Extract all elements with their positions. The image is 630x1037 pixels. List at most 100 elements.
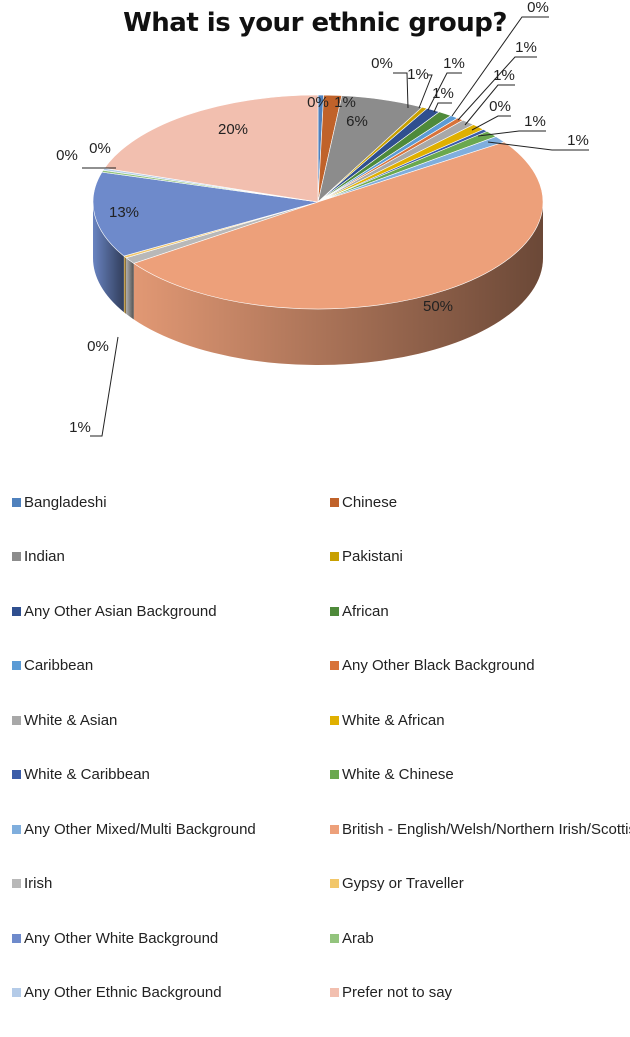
legend-label: White & African xyxy=(342,711,445,729)
leader-line-white-african xyxy=(464,84,515,126)
legend-swatch xyxy=(12,933,21,943)
leader-line-caribbean xyxy=(433,102,452,113)
legend-swatch xyxy=(330,770,339,779)
data-label-white-caribbean: 0% xyxy=(489,98,511,115)
data-label-prefer-not-to-say: 20% xyxy=(218,121,248,138)
legend-swatch xyxy=(330,988,339,997)
legend-swatch xyxy=(12,497,21,507)
legend-swatch xyxy=(330,552,339,561)
data-label-chinese: 1% xyxy=(334,94,356,111)
legend-item-any-other-white-background: Any Other White Background xyxy=(12,928,218,948)
legend-swatch xyxy=(12,606,21,616)
legend-label: Irish xyxy=(24,875,53,892)
legend-label: Prefer not to say xyxy=(342,984,453,1001)
legend-label: British - English/Welsh/Northern Irish/S… xyxy=(342,820,630,838)
chart-title: What is your ethnic group? xyxy=(123,8,507,38)
pie-depth xyxy=(93,202,543,365)
data-label-any-other-mixed-multi-background: 1% xyxy=(567,132,589,149)
legend-item-white-asian: White & Asian xyxy=(12,710,117,730)
legend-label: Bangladeshi xyxy=(24,493,107,511)
legend-item-indian: Indian xyxy=(12,547,65,567)
legend-swatch xyxy=(330,661,339,670)
slice-any-other-white-background xyxy=(92,171,319,257)
leader-line-african xyxy=(427,72,462,111)
legend-item-white-chinese: White & Chinese xyxy=(330,765,454,785)
legend-swatch xyxy=(330,879,339,888)
data-label-any-other-asian-background: 1% xyxy=(407,66,429,83)
pie-slices xyxy=(92,94,544,310)
data-label-any-other-ethnic-background: 0% xyxy=(56,147,78,164)
legend-swatch xyxy=(330,497,339,507)
legend-item-caribbean: Caribbean xyxy=(12,656,93,676)
leader-line-irish xyxy=(90,336,119,437)
legend-swatch xyxy=(12,879,21,888)
leader-line-white-asian xyxy=(457,56,537,121)
data-label-pakistani: 0% xyxy=(371,55,393,72)
legend-item-irish: Irish xyxy=(12,874,52,894)
data-label-irish: 1% xyxy=(69,419,91,436)
legend-item-prefer-not-to-say: Prefer not to say xyxy=(330,983,452,1003)
data-label-bangladeshi: 0% xyxy=(307,94,329,111)
data-label-any-other-black-background: 0% xyxy=(527,0,549,16)
legend-swatch xyxy=(12,770,21,779)
leader-line-white-chinese xyxy=(477,130,546,137)
slice-side-shade-irish xyxy=(126,257,134,320)
legend-swatch xyxy=(12,661,21,670)
legend-item-arab: Arab xyxy=(330,928,374,948)
data-label-caribbean: 1% xyxy=(432,85,454,102)
legend-label: Caribbean xyxy=(24,657,94,674)
leader-line-any-other-black-background xyxy=(451,16,549,117)
legend-item-bangladeshi: Bangladeshi xyxy=(12,492,107,512)
legend-swatch xyxy=(330,715,339,725)
legend-label: White & Caribbean xyxy=(24,766,150,783)
legend-item-pakistani: Pakistani xyxy=(330,547,403,567)
legend-label: White & Asian xyxy=(24,711,118,729)
legend-label: Gypsy or Traveller xyxy=(342,875,464,892)
leader-lines xyxy=(82,16,589,437)
legend-swatch xyxy=(12,988,21,997)
data-labels: 0% 1%6%0%1%1%1%0%1%1%0%1%1%50%1%0%13%0%0%… xyxy=(56,0,589,436)
data-label-gypsy-or-traveller: 0% xyxy=(87,338,109,355)
legend-swatch xyxy=(12,715,21,725)
legend-label: Any Other White Background xyxy=(24,929,219,947)
slice-side-shade-british-english-welsh-northern-irish-scottish xyxy=(133,202,543,365)
legend-item-white-caribbean: White & Caribbean xyxy=(12,765,150,785)
leader-line-white-caribbean xyxy=(471,115,511,131)
legend-item-gypsy-or-traveller: Gypsy or Traveller xyxy=(330,874,464,894)
legend-label: Pakistani xyxy=(342,548,403,565)
legend-item-any-other-mixed-multi-background: Any Other Mixed/Multi Background xyxy=(12,819,256,839)
legend-swatch xyxy=(330,933,339,943)
legend-swatch xyxy=(12,824,21,834)
legend-swatch xyxy=(12,552,21,561)
legend-label: Any Other Asian Background xyxy=(24,602,217,620)
legend-label: Arab xyxy=(342,929,374,947)
slice-side-shade-gypsy-or-traveller xyxy=(123,256,127,314)
legend-item-any-other-asian-background: Any Other Asian Background xyxy=(12,601,217,621)
legend-item-any-other-black-background: Any Other Black Background xyxy=(330,656,535,676)
data-label-white-asian: 1% xyxy=(515,39,537,56)
legend-item-british-english-welsh-northern-irish-scottish: British - English/Welsh/Northern Irish/S… xyxy=(330,819,630,839)
data-label-african: 1% xyxy=(443,55,465,72)
legend-label: Chinese xyxy=(342,493,398,511)
data-label-any-other-white-background: 13% xyxy=(109,204,139,221)
legend-label: Any Other Mixed/Multi Background xyxy=(24,820,256,838)
slice-british-english-welsh-northern-irish-scottish xyxy=(133,141,544,310)
legend-label: White & Chinese xyxy=(342,766,454,783)
data-label-white-african: 1% xyxy=(493,67,515,84)
legend-item-african: African xyxy=(330,601,389,621)
data-label-indian: 6% xyxy=(346,113,368,130)
legend-swatch xyxy=(330,824,339,834)
legend-label: Any Other Ethnic Background xyxy=(24,984,222,1001)
data-label-british-english-welsh-northern-irish-scottish: 50% xyxy=(423,298,453,315)
legend-item-any-other-ethnic-background: Any Other Ethnic Background xyxy=(12,983,222,1003)
leader-line-pakistani xyxy=(393,72,409,109)
leader-line-any-other-mixed-multi-background xyxy=(487,141,589,151)
legend-label: Any Other Black Background xyxy=(342,657,535,674)
legend-label: Indian xyxy=(24,548,65,565)
slice-prefer-not-to-say xyxy=(103,94,319,203)
legend-item-white-african: White & African xyxy=(330,710,445,730)
slice-side-shade-any-other-white-background xyxy=(93,202,124,313)
legend-swatch xyxy=(330,606,339,616)
data-label-white-chinese: 1% xyxy=(524,113,546,130)
leader-line-any-other-asian-background xyxy=(418,74,433,109)
